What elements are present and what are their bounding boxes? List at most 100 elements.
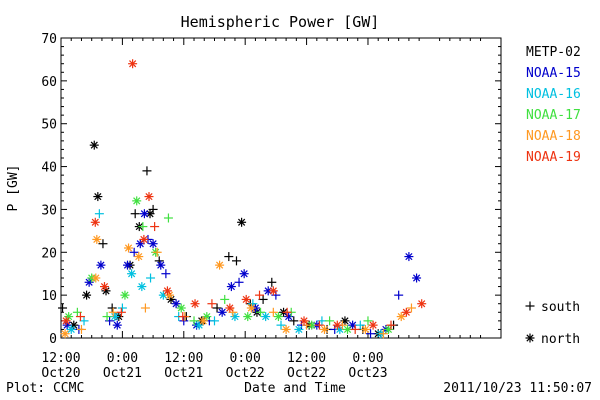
data-point-noaa-18: [91, 273, 101, 283]
data-point-noaa-18-arm: [215, 261, 224, 269]
data-point-noaa-19-arm: [91, 218, 99, 226]
data-point-noaa-19: [332, 320, 342, 330]
data-point-noaa-19: [314, 320, 324, 330]
data-point-noaa-17: [363, 316, 373, 326]
data-point-metp-02: [107, 303, 117, 313]
data-point-noaa-18: [215, 260, 225, 270]
x-axis-ticks: 12:00Oct200:00Oct2112:00Oct210:00Oct2212…: [41, 38, 502, 381]
data-point-noaa-16-arm: [67, 325, 75, 334]
data-point-noaa-15-arm: [149, 240, 157, 248]
marker-legend-symbol-arm: [526, 334, 534, 342]
data-point-noaa-18-arm: [135, 252, 143, 261]
data-point-metp-02: [289, 316, 299, 326]
x-axis-label: Date and Time: [244, 381, 346, 396]
y-axis-ticks: 0 10 20 30 40 50 60 70: [41, 32, 501, 347]
data-point-noaa-16-arm: [138, 282, 146, 291]
data-point-noaa-19: [128, 59, 138, 69]
data-point-noaa-15-arm: [218, 308, 226, 316]
data-point-metp-02-arm: [167, 295, 175, 304]
data-point-noaa-19-arm: [402, 308, 410, 316]
data-point-noaa-19: [268, 286, 278, 296]
data-point-noaa-19-arm: [269, 287, 277, 295]
data-point-noaa-16: [146, 273, 156, 283]
data-point-metp-02: [82, 290, 92, 300]
data-point-noaa-17: [176, 303, 186, 313]
y-tick-label: 30: [41, 203, 57, 218]
data-point-metp-02: [224, 252, 234, 262]
marker-legend-symbol: [525, 333, 535, 343]
data-point-noaa-17: [163, 213, 173, 223]
data-point-noaa-16: [110, 312, 120, 322]
x-tick-date: Oct23: [348, 366, 387, 381]
data-point-noaa-19: [190, 299, 200, 309]
legend-item: NOAA-19: [526, 150, 581, 165]
data-point-metp-02: [237, 217, 247, 227]
data-point-noaa-15-arm: [264, 287, 272, 295]
data-point-metp-02-arm: [90, 141, 98, 149]
data-point-metp-02: [267, 277, 277, 287]
data-point-noaa-16-arm: [262, 312, 270, 321]
data-point-noaa-17: [202, 312, 212, 322]
data-point-noaa-19: [417, 299, 427, 309]
legend-item: NOAA-17: [526, 108, 581, 123]
data-point-noaa-16: [137, 282, 147, 292]
data-point-noaa-15-arm: [123, 261, 132, 269]
y-axis-label: P [GW]: [6, 165, 21, 212]
series-noaa-19: [61, 59, 427, 334]
data-point-noaa-19: [99, 282, 109, 292]
x-tick-time: 0:00: [107, 351, 138, 366]
data-point-noaa-18: [76, 324, 86, 334]
data-point-metp-02: [98, 239, 108, 249]
x-tick-date: Oct20: [41, 366, 80, 381]
data-point-noaa-17: [243, 312, 253, 322]
data-point-noaa-19: [162, 286, 172, 296]
data-point-noaa-19-arm: [369, 321, 377, 329]
data-point-noaa-18: [246, 303, 256, 313]
data-point-noaa-18-arm: [61, 330, 69, 338]
data-point-noaa-19: [350, 324, 360, 334]
data-point-noaa-18-arm: [165, 291, 174, 299]
data-points: [58, 59, 427, 339]
x-tick-date: Oct21: [103, 366, 142, 381]
data-point-metp-02: [231, 256, 241, 266]
x-tick-time: 12:00: [164, 351, 203, 366]
data-point-noaa-19: [144, 192, 154, 202]
data-point-noaa-15: [179, 316, 189, 326]
data-point-noaa-15: [129, 247, 139, 257]
data-point-noaa-19: [150, 222, 160, 232]
data-point-noaa-19-arm: [163, 287, 172, 295]
legend-item: NOAA-15: [526, 66, 581, 81]
data-point-noaa-18: [268, 307, 278, 317]
marker-legend: south north: [525, 300, 580, 347]
data-point-noaa-15-arm: [63, 321, 71, 329]
data-point-noaa-18: [319, 324, 329, 334]
data-point-noaa-15: [123, 260, 133, 270]
x-tick-date: Oct22: [226, 366, 265, 381]
data-point-noaa-15: [239, 269, 249, 279]
chart-title: Hemispheric Power [GW]: [181, 13, 380, 31]
data-point-noaa-18-arm: [199, 317, 207, 325]
x-tick-date: Oct22: [287, 366, 326, 381]
data-point-noaa-18: [360, 324, 370, 334]
data-point-noaa-19: [386, 320, 396, 330]
data-point-noaa-15-arm: [113, 321, 121, 329]
data-point-noaa-19-arm: [418, 300, 426, 308]
y-tick-label: 60: [41, 75, 57, 90]
series-legend: METP-02 NOAA-15 NOAA-16 NOAA-17 NOAA-18 NOAA-…: [526, 45, 581, 165]
data-point-noaa-16: [94, 209, 104, 219]
series-noaa-16: [66, 209, 386, 339]
marker-legend-label: north: [541, 332, 580, 347]
data-point-noaa-18: [281, 324, 291, 334]
data-point-noaa-18: [378, 329, 388, 339]
data-point-noaa-19: [75, 312, 85, 322]
data-point-noaa-15-arm: [97, 261, 105, 269]
data-point-noaa-19: [139, 234, 149, 244]
data-point-noaa-19: [241, 294, 251, 304]
data-point-noaa-18-arm: [247, 304, 255, 312]
data-point-noaa-18-arm: [361, 325, 370, 334]
y-tick-label: 10: [41, 289, 57, 304]
data-point-noaa-15: [62, 320, 72, 330]
data-point-metp-02-arm: [82, 291, 91, 299]
data-point-noaa-17: [325, 316, 335, 326]
